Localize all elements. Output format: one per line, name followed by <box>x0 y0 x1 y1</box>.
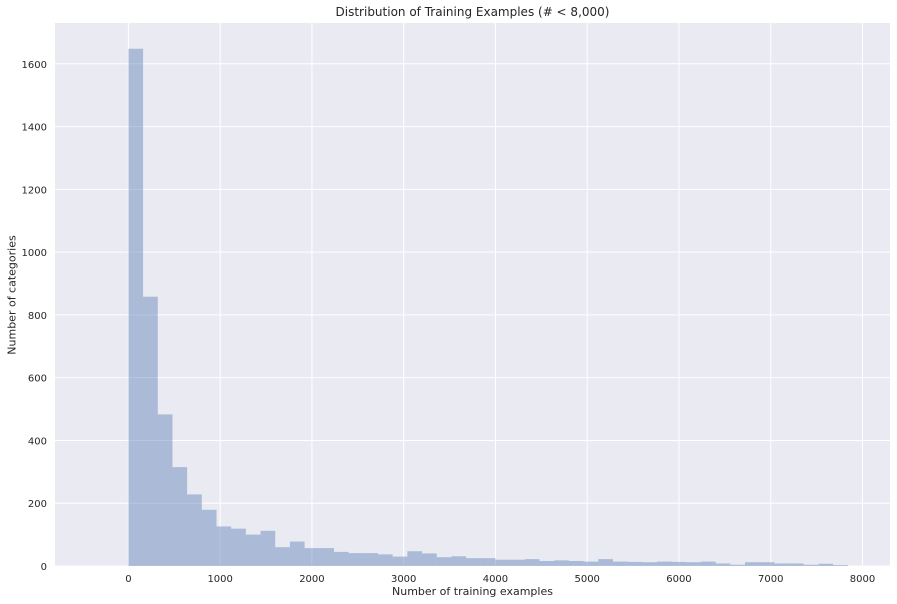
histogram-bar <box>700 561 716 566</box>
histogram-bar <box>612 561 628 566</box>
x-tick-label: 8000 <box>850 574 875 585</box>
histogram-bar <box>715 563 731 566</box>
histogram-bar <box>642 562 657 566</box>
histogram-bar <box>568 560 584 566</box>
y-tick-label: 400 <box>28 436 47 447</box>
histogram-bar <box>319 548 334 566</box>
histogram-bar <box>480 558 496 566</box>
histogram-bar <box>187 494 202 566</box>
histogram-bar <box>128 48 144 567</box>
histogram-bar <box>671 561 687 566</box>
histogram-bar <box>833 565 848 566</box>
histogram-bar <box>333 551 349 566</box>
histogram-bar <box>510 559 525 566</box>
histogram-bar <box>818 563 834 566</box>
histogram-bar <box>656 561 672 566</box>
histogram-bar <box>539 560 555 566</box>
histogram-bar <box>422 553 437 566</box>
x-tick-label: 7000 <box>758 574 783 585</box>
x-axis-label: Number of training examples <box>392 585 553 598</box>
x-tick-label: 3000 <box>391 574 416 585</box>
y-axis-label: Number of categories <box>5 235 19 355</box>
x-tick-label: 2000 <box>299 574 324 585</box>
y-tick-label: 0 <box>41 562 47 573</box>
y-tick-label: 1000 <box>22 248 47 259</box>
histogram-bar <box>157 414 173 566</box>
histogram-bars <box>128 48 848 567</box>
histogram-bar <box>143 296 158 566</box>
histogram-bar <box>466 558 481 566</box>
histogram-bar <box>803 564 819 566</box>
x-axis-ticks: 0 1000 2000 3000 4000 5000 6000 7000 8000 <box>125 574 875 585</box>
y-tick-label: 1600 <box>22 60 47 71</box>
histogram-bar <box>554 560 569 566</box>
histogram-bar <box>745 562 760 566</box>
histogram-bar <box>392 556 408 566</box>
y-tick-label: 800 <box>28 311 47 322</box>
histogram-bar <box>495 559 511 566</box>
histogram-bar <box>304 548 320 566</box>
histogram-bar <box>583 561 599 566</box>
histogram-bar <box>730 564 746 566</box>
histogram-bar <box>451 556 467 566</box>
x-tick-label: 4000 <box>483 574 508 585</box>
histogram-bar <box>260 530 276 566</box>
y-tick-label: 1200 <box>22 185 47 196</box>
y-tick-label: 200 <box>28 499 47 510</box>
histogram-bar <box>686 562 701 566</box>
histogram-bar <box>231 528 246 566</box>
histogram-bar <box>245 534 261 566</box>
y-tick-label: 600 <box>28 374 47 385</box>
histogram-bar <box>363 553 378 566</box>
histogram-bar <box>289 541 305 566</box>
x-tick-label: 6000 <box>666 574 691 585</box>
x-tick-label: 1000 <box>207 574 232 585</box>
histogram-bar <box>377 554 393 566</box>
histogram-bar <box>172 467 188 566</box>
histogram-bar <box>598 559 613 566</box>
histogram-bar <box>407 551 423 566</box>
histogram-bar <box>201 509 217 566</box>
histogram-bar <box>774 563 790 566</box>
histogram-bar <box>627 561 643 566</box>
y-axis-ticks: 0 200 400 600 800 1000 1200 1400 1600 <box>22 60 47 573</box>
histogram-bar <box>789 563 804 566</box>
histogram-bar <box>759 562 775 566</box>
histogram-bar <box>524 559 540 566</box>
chart-title: Distribution of Training Examples (# < 8… <box>335 5 610 19</box>
y-tick-label: 1400 <box>22 123 47 134</box>
histogram-bar <box>216 526 232 566</box>
grid-lines <box>55 23 890 567</box>
x-tick-label: 0 <box>125 574 131 585</box>
histogram-bar <box>436 557 452 566</box>
histogram-bar <box>348 553 364 566</box>
histogram-bar <box>275 547 290 566</box>
x-tick-label: 5000 <box>574 574 599 585</box>
plot-area <box>55 23 890 566</box>
